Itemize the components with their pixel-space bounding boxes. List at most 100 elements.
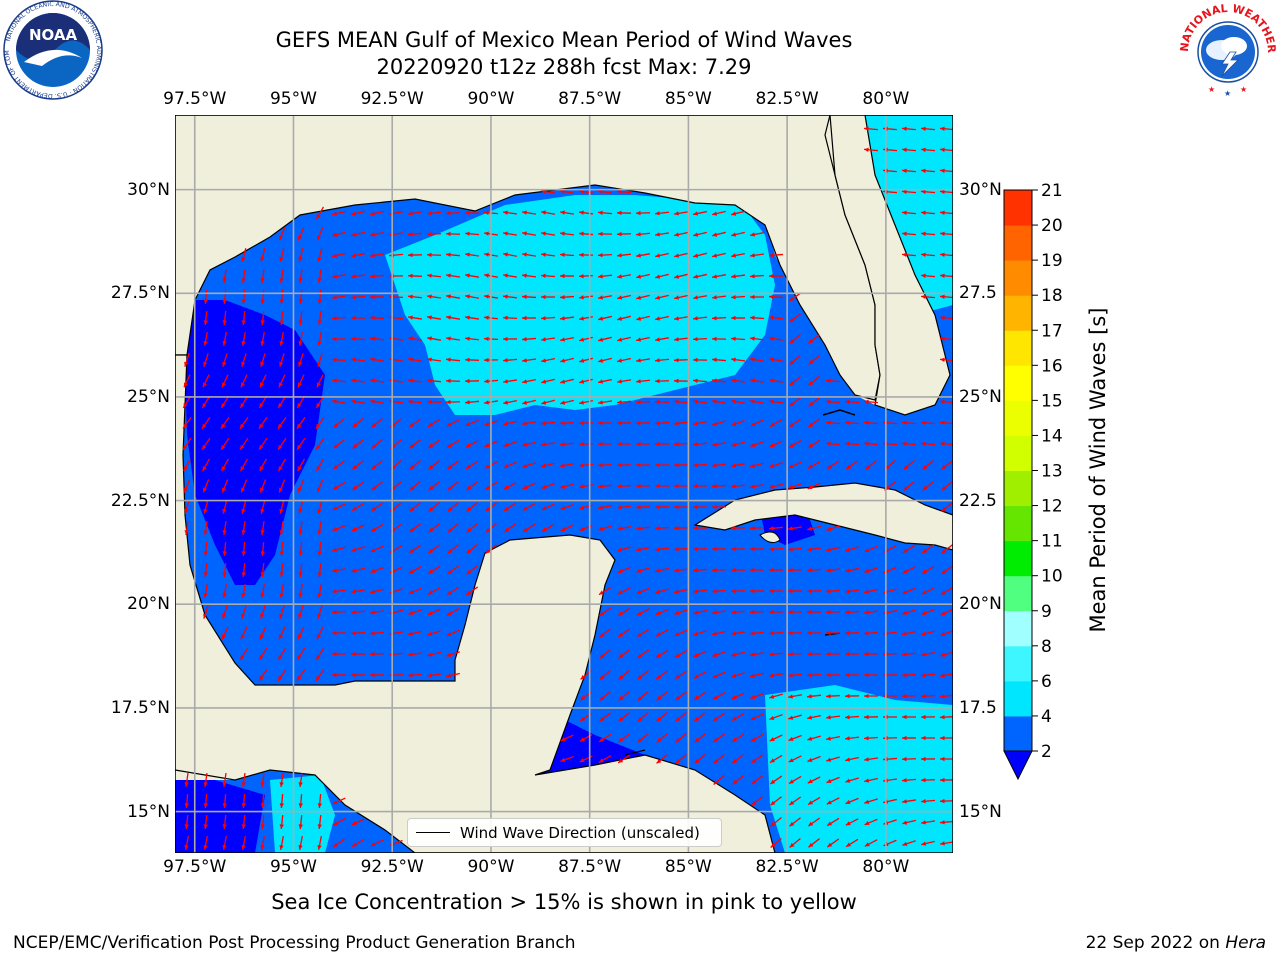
direction-arrow — [317, 836, 322, 850]
direction-arrow — [221, 479, 229, 493]
direction-arrow — [241, 814, 246, 830]
direction-arrow — [407, 294, 423, 299]
direction-arrow — [560, 378, 574, 384]
direction-arrow — [445, 252, 461, 257]
direction-arrow — [825, 399, 841, 404]
direction-arrow — [845, 838, 859, 848]
direction-arrow — [750, 462, 764, 468]
direction-arrow — [502, 231, 518, 236]
direction-arrow — [540, 316, 556, 321]
direction-arrow — [597, 295, 613, 300]
direction-arrow — [331, 589, 347, 594]
direction-arrow — [901, 756, 917, 762]
lon-tick-label: 95°W — [269, 857, 317, 877]
direction-arrow — [864, 839, 878, 847]
direction-arrow — [693, 650, 707, 658]
direction-arrow — [635, 358, 651, 363]
direction-arrow — [317, 605, 323, 619]
direction-arrow — [675, 712, 687, 722]
direction-arrow — [317, 793, 322, 809]
direction-arrow — [750, 672, 764, 678]
direction-arrow — [331, 378, 347, 383]
direction-arrow — [408, 418, 422, 428]
direction-arrow — [446, 439, 460, 449]
direction-arrow — [464, 252, 480, 257]
direction-arrow — [730, 399, 746, 404]
direction-arrow — [939, 336, 953, 341]
direction-arrow — [447, 502, 459, 512]
direction-arrow — [260, 541, 265, 557]
direction-arrow — [260, 353, 266, 367]
direction-arrow — [635, 483, 651, 489]
direction-arrow — [182, 437, 192, 451]
direction-arrow — [788, 418, 802, 428]
direction-arrow — [617, 733, 631, 743]
direction-arrow — [350, 357, 366, 362]
direction-arrow — [939, 189, 953, 194]
direction-arrow — [731, 463, 745, 468]
direction-arrow — [540, 337, 556, 342]
direction-arrow — [598, 505, 612, 510]
colorbar-band — [1004, 505, 1032, 542]
direction-arrow — [578, 252, 594, 258]
direction-arrow — [844, 441, 860, 446]
direction-arrow — [692, 483, 708, 489]
direction-arrow — [920, 168, 936, 173]
direction-arrow — [277, 647, 287, 661]
direction-arrow — [673, 462, 689, 468]
direction-arrow — [579, 399, 593, 405]
direction-arrow — [825, 568, 841, 573]
direction-arrow — [825, 651, 841, 657]
colorbar-band — [1004, 330, 1032, 366]
direction-arrow — [370, 523, 384, 533]
direction-arrow — [768, 399, 784, 404]
lon-tick-label: 80°W — [862, 89, 910, 109]
direction-arrow — [541, 523, 555, 533]
direction-arrow — [331, 357, 347, 362]
colorbar-band — [1004, 435, 1032, 471]
direction-arrow — [221, 626, 229, 640]
direction-arrow — [768, 378, 784, 383]
direction-arrow — [863, 399, 879, 404]
direction-arrow — [939, 694, 953, 699]
lat-tick-label: 30°N — [127, 179, 170, 200]
direction-arrow — [788, 775, 802, 785]
direction-arrow — [279, 268, 284, 284]
direction-arrow — [920, 799, 936, 804]
direction-arrow — [578, 484, 594, 489]
direction-arrow — [654, 504, 670, 510]
direction-arrow — [241, 310, 246, 326]
direction-arrow — [203, 836, 208, 850]
direction-arrow — [522, 482, 536, 490]
direction-arrow — [332, 838, 346, 848]
direction-arrow — [901, 714, 917, 720]
direction-arrow — [730, 588, 746, 594]
direction-arrow — [240, 458, 248, 472]
direction-arrow — [787, 526, 803, 531]
direction-arrow — [789, 334, 801, 344]
direction-arrow — [941, 544, 953, 554]
direction-arrow — [522, 441, 536, 447]
direction-arrow — [241, 268, 246, 284]
direction-arrow — [597, 231, 613, 237]
colorbar-band — [1004, 400, 1032, 436]
noaa-logo-text: NOAA — [29, 26, 78, 44]
sea-ice-note: Sea Ice Concentration > 15% is shown in … — [271, 890, 857, 914]
direction-arrow — [316, 374, 324, 388]
direction-arrow — [902, 609, 916, 615]
direction-arrow — [203, 562, 208, 578]
direction-arrow — [446, 419, 460, 427]
direction-arrow — [371, 418, 383, 428]
direction-arrow — [279, 562, 284, 578]
direction-arrow — [503, 441, 517, 447]
direction-arrow — [331, 295, 347, 300]
direction-arrow — [315, 395, 325, 409]
low-period-zone-west — [185, 300, 325, 585]
direction-arrow — [277, 668, 287, 682]
direction-arrow — [637, 670, 649, 680]
direction-arrow — [222, 289, 227, 305]
direction-arrow — [788, 714, 802, 720]
direction-arrow — [901, 441, 917, 446]
direction-arrow — [768, 609, 784, 615]
direction-arrow — [655, 670, 669, 680]
